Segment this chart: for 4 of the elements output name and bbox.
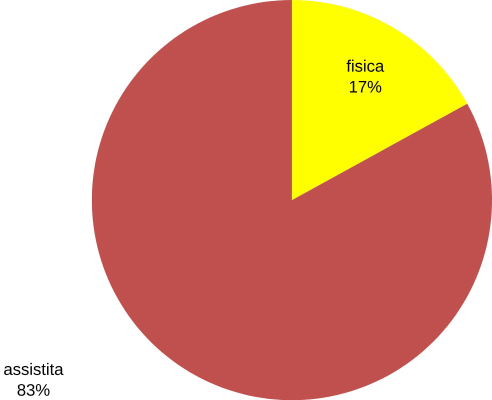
data-label: 83% [18,384,50,396]
slice-label: assistita [4,362,64,375]
slice-label: fisica [346,60,384,72]
data-label: 17% [350,80,382,92]
